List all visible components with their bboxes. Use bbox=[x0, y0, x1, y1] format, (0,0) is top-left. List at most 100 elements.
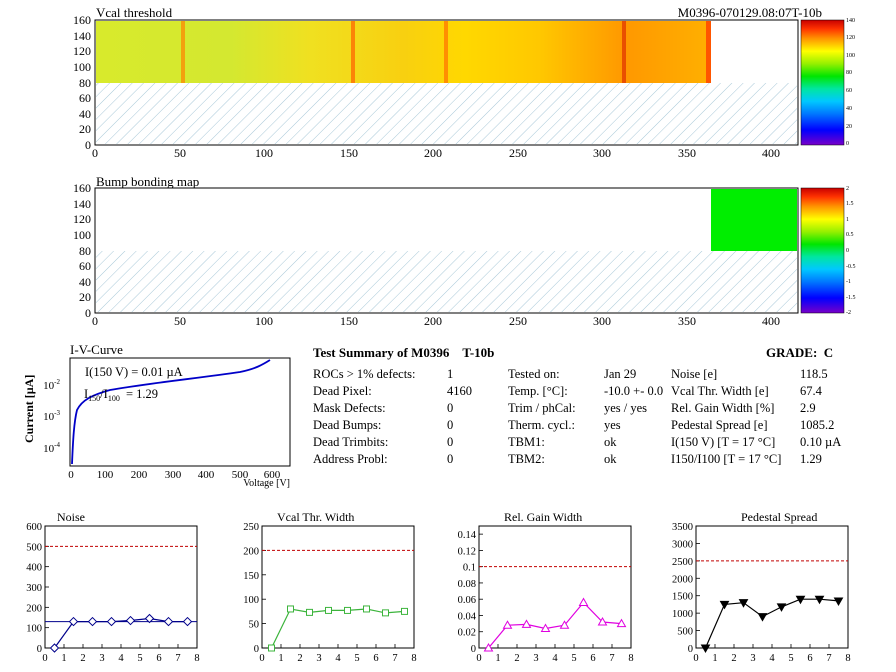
summary-label: Vcal Thr. Width [e] bbox=[671, 384, 769, 398]
summary-label: ROCs > 1% defects: bbox=[313, 367, 416, 381]
x-tick: 0 bbox=[92, 314, 98, 328]
iv-ann-mid: /I bbox=[100, 387, 108, 401]
data-point bbox=[363, 605, 370, 613]
z-tick: 2 bbox=[846, 186, 849, 192]
y-tick: 1500 bbox=[672, 592, 693, 603]
iv-y-axis: 10-2 10-3 10-4 bbox=[43, 378, 60, 455]
iv-ann-ratio: = 1.29 bbox=[126, 387, 158, 401]
y-tick: 0.04 bbox=[458, 611, 477, 622]
x-tick: 0 bbox=[476, 653, 481, 664]
data-point bbox=[616, 618, 627, 628]
y-tick: 3500 bbox=[672, 522, 693, 533]
data-point bbox=[68, 616, 79, 627]
z-tick: 1.5 bbox=[846, 201, 854, 207]
svg-text:10-3: 10-3 bbox=[43, 409, 60, 423]
iv-curve-line bbox=[71, 359, 271, 465]
x-tick: 0 bbox=[693, 653, 698, 664]
y-tick: 10 bbox=[43, 380, 55, 392]
data-point bbox=[401, 607, 408, 615]
y-tick: 120 bbox=[73, 44, 91, 58]
vcal-roc-bands bbox=[181, 21, 711, 83]
x-tick: 6 bbox=[590, 653, 595, 664]
y-tick: 3000 bbox=[672, 539, 693, 550]
data-point bbox=[814, 595, 825, 605]
x-tick: 8 bbox=[845, 653, 850, 664]
data-point bbox=[757, 613, 768, 622]
summary-title-suffix: T-10b bbox=[462, 345, 495, 360]
data-point bbox=[578, 597, 589, 606]
y-tick: 160 bbox=[73, 181, 91, 195]
x-tick: 4 bbox=[118, 653, 124, 664]
vcal-y-axis: 0 20 40 60 80 100 120 140 160 bbox=[73, 13, 91, 152]
y-tick-exp: -2 bbox=[54, 378, 60, 386]
y-tick: 60 bbox=[79, 91, 91, 105]
summary-label: Dead Pixel: bbox=[313, 384, 372, 398]
y-tick: 2000 bbox=[672, 574, 693, 585]
x-tick: 7 bbox=[392, 653, 397, 664]
z-tick: -1 bbox=[846, 279, 851, 285]
summary-label: Noise [e] bbox=[671, 367, 718, 381]
y-tick: 0.14 bbox=[458, 530, 477, 541]
summary-label: Mask Defects: bbox=[313, 401, 386, 415]
summary-value: 0 bbox=[447, 452, 454, 466]
x-tick: 350 bbox=[678, 314, 696, 328]
x-tick: 2 bbox=[731, 653, 736, 664]
y-tick: 0.02 bbox=[458, 628, 476, 639]
summary-value: -10.0 +- 0.0 bbox=[604, 384, 664, 398]
x-tick: 2 bbox=[514, 653, 519, 664]
data-point bbox=[700, 644, 711, 654]
z-tick: 0 bbox=[846, 248, 849, 254]
x-tick: 200 bbox=[424, 314, 442, 328]
y-tick: 400 bbox=[26, 563, 42, 574]
x-tick: 0 bbox=[68, 469, 74, 481]
svg-text:10-2: 10-2 bbox=[43, 378, 60, 392]
data-point bbox=[833, 597, 844, 606]
x-tick: 150 bbox=[340, 146, 358, 160]
iv-annotation: I(150 V) = 0.01 µA I150/I100 = 1.29 bbox=[84, 365, 183, 403]
y-tick: 0 bbox=[688, 644, 693, 655]
bump-y-axis: 0 20 40 60 80 100 120 140 160 bbox=[73, 181, 91, 320]
x-tick: 400 bbox=[762, 146, 780, 160]
y-tick: 0.06 bbox=[458, 595, 476, 606]
x-tick: 1 bbox=[712, 653, 717, 664]
x-tick: 150 bbox=[340, 314, 358, 328]
pedestal-spread-title: Pedestal Spread bbox=[741, 510, 817, 524]
summary-label: TBM2: bbox=[508, 452, 545, 466]
x-tick: 200 bbox=[131, 469, 148, 481]
data-point bbox=[106, 616, 117, 627]
data-point bbox=[502, 620, 513, 629]
summary-value: yes bbox=[604, 418, 621, 432]
x-tick: 400 bbox=[198, 469, 215, 481]
data-point bbox=[144, 613, 155, 624]
data-point bbox=[125, 615, 136, 626]
summary-label: Dead Bumps: bbox=[313, 418, 382, 432]
x-tick: 300 bbox=[165, 469, 182, 481]
vcal-hatched-region bbox=[96, 83, 797, 144]
y-tick: 200 bbox=[26, 603, 42, 614]
z-tick: 0 bbox=[846, 141, 849, 147]
x-tick: 350 bbox=[678, 146, 696, 160]
z-tick: -1.5 bbox=[846, 295, 856, 301]
x-tick: 600 bbox=[264, 469, 281, 481]
x-tick: 4 bbox=[552, 653, 558, 664]
x-tick: 7 bbox=[609, 653, 614, 664]
x-tick: 50 bbox=[174, 146, 186, 160]
iv-ann-sub1: 150 bbox=[88, 394, 100, 403]
x-tick: 6 bbox=[807, 653, 812, 664]
y-tick: 80 bbox=[79, 244, 91, 258]
z-tick: 100 bbox=[846, 53, 855, 59]
x-tick: 5 bbox=[137, 653, 142, 664]
summary-value: 0.10 µA bbox=[800, 435, 842, 449]
x-tick: 1 bbox=[495, 653, 500, 664]
y-tick: 40 bbox=[79, 275, 91, 289]
z-tick: 0.5 bbox=[846, 232, 854, 238]
x-tick: 200 bbox=[424, 146, 442, 160]
y-tick: 40 bbox=[79, 107, 91, 121]
iv-title: I-V-Curve bbox=[70, 342, 123, 357]
summary-value: 4160 bbox=[447, 384, 472, 398]
z-tick: 60 bbox=[846, 88, 852, 94]
iv-curve-chart: I-V-Curve I(150 V) = 0.01 µA I150/I100 =… bbox=[22, 342, 291, 489]
y-tick: 160 bbox=[73, 13, 91, 27]
y-tick: 100 bbox=[73, 60, 91, 74]
x-tick: 2 bbox=[80, 653, 85, 664]
